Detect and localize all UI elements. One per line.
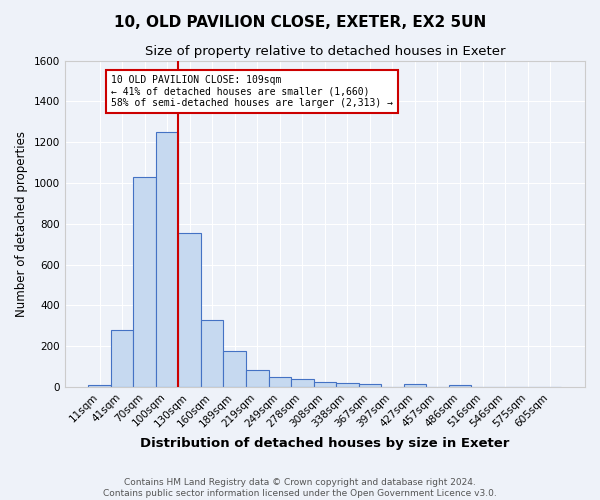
X-axis label: Distribution of detached houses by size in Exeter: Distribution of detached houses by size … — [140, 437, 509, 450]
Bar — [269, 378, 291, 387]
Bar — [404, 384, 426, 387]
Bar — [156, 132, 178, 387]
Text: 10, OLD PAVILION CLOSE, EXETER, EX2 5UN: 10, OLD PAVILION CLOSE, EXETER, EX2 5UN — [114, 15, 486, 30]
Bar — [88, 385, 111, 387]
Title: Size of property relative to detached houses in Exeter: Size of property relative to detached ho… — [145, 45, 505, 58]
Bar — [133, 177, 156, 387]
Bar — [223, 351, 246, 387]
Bar — [336, 384, 359, 387]
Bar — [178, 233, 201, 387]
Bar — [314, 382, 336, 387]
Text: 10 OLD PAVILION CLOSE: 109sqm
← 41% of detached houses are smaller (1,660)
58% o: 10 OLD PAVILION CLOSE: 109sqm ← 41% of d… — [111, 75, 393, 108]
Bar — [291, 380, 314, 387]
Text: Contains HM Land Registry data © Crown copyright and database right 2024.
Contai: Contains HM Land Registry data © Crown c… — [103, 478, 497, 498]
Y-axis label: Number of detached properties: Number of detached properties — [15, 131, 28, 317]
Bar — [201, 320, 223, 387]
Bar — [111, 330, 133, 387]
Bar — [246, 370, 269, 387]
Bar — [359, 384, 381, 387]
Bar — [449, 385, 471, 387]
